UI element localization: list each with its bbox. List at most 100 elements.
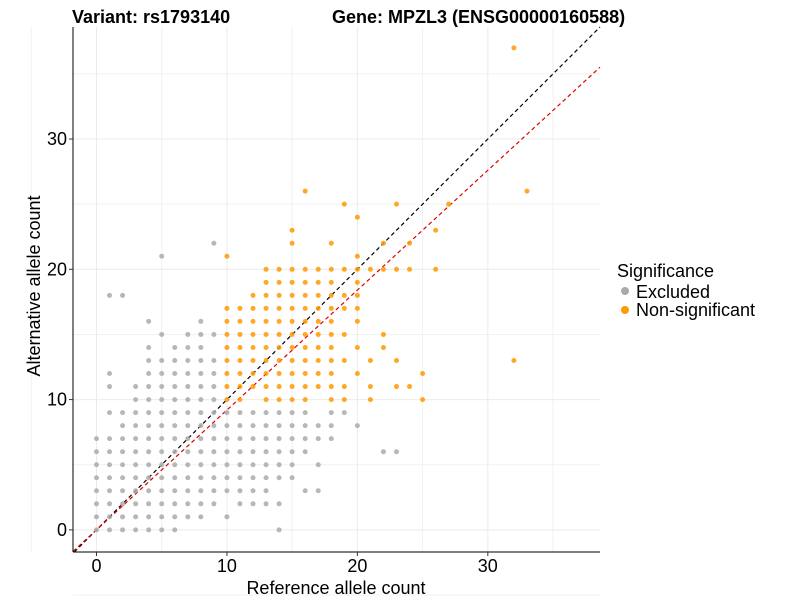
data-points (93, 45, 530, 533)
chart-title-gene: Gene: MPZL3 (ENSG00000160588) (332, 7, 625, 27)
data-point-excluded (146, 475, 152, 481)
data-point-excluded (237, 462, 243, 468)
data-point-excluded (237, 423, 243, 429)
data-point-non-significant (276, 266, 282, 272)
data-point-non-significant (276, 292, 282, 298)
data-point-non-significant (420, 397, 426, 403)
data-point-excluded (146, 514, 152, 520)
data-point-excluded (250, 410, 256, 416)
data-point-non-significant (289, 292, 295, 298)
data-point-excluded (107, 410, 113, 416)
data-point-excluded (133, 527, 139, 533)
data-point-excluded (185, 475, 191, 481)
data-point-excluded (263, 462, 269, 468)
data-point-non-significant (328, 344, 334, 350)
data-point-excluded (107, 488, 113, 494)
data-point-excluded (146, 527, 152, 533)
data-point-excluded (224, 462, 230, 468)
x-axis-label: Reference allele count (246, 578, 425, 598)
data-point-excluded (146, 371, 152, 377)
y-axis-label: Alternative allele count (24, 195, 44, 376)
data-point-excluded (276, 423, 282, 429)
data-point-non-significant (354, 292, 360, 298)
data-point-non-significant (341, 384, 347, 390)
data-point-excluded (133, 475, 139, 481)
data-point-excluded (185, 344, 191, 350)
data-point-excluded (159, 488, 165, 494)
y-tick-label: 30 (47, 129, 67, 149)
data-point-non-significant (224, 318, 230, 324)
data-point-excluded (185, 357, 191, 363)
legend-title: Significance (617, 261, 714, 281)
data-point-non-significant (354, 214, 360, 220)
data-point-excluded (250, 501, 256, 507)
data-point-non-significant (237, 384, 243, 390)
data-point-excluded (211, 357, 217, 363)
data-point-excluded (133, 488, 139, 494)
data-point-non-significant (276, 357, 282, 363)
data-point-excluded (237, 449, 243, 455)
data-point-non-significant (511, 45, 517, 51)
legend-swatch-excluded (621, 287, 629, 295)
data-point-non-significant (302, 188, 308, 194)
data-point-excluded (133, 410, 139, 416)
data-point-non-significant (224, 397, 230, 403)
data-point-excluded (107, 371, 113, 377)
data-point-non-significant (328, 266, 334, 272)
data-point-excluded (185, 501, 191, 507)
data-point-excluded (276, 410, 282, 416)
data-point-non-significant (433, 227, 439, 233)
data-point-excluded (211, 331, 217, 337)
data-point-non-significant (341, 266, 347, 272)
data-point-excluded (250, 475, 256, 481)
data-point-non-significant (341, 331, 347, 337)
data-point-excluded (302, 436, 308, 442)
data-point-excluded (172, 397, 178, 403)
data-point-non-significant (250, 384, 256, 390)
data-point-non-significant (328, 292, 334, 298)
data-point-non-significant (237, 357, 243, 363)
data-point-non-significant (328, 305, 334, 311)
data-point-excluded (159, 514, 165, 520)
data-point-excluded (159, 436, 165, 442)
data-point-excluded (237, 410, 243, 416)
data-point-non-significant (341, 292, 347, 298)
data-point-non-significant (224, 305, 230, 311)
data-point-non-significant (250, 292, 256, 298)
data-point-excluded (172, 371, 178, 377)
data-point-non-significant (289, 371, 295, 377)
data-point-excluded (107, 449, 113, 455)
data-point-excluded (237, 475, 243, 481)
data-point-excluded (107, 292, 113, 298)
data-point-non-significant (354, 266, 360, 272)
data-point-non-significant (341, 397, 347, 403)
data-point-non-significant (302, 305, 308, 311)
data-point-excluded (263, 501, 269, 507)
data-point-excluded (172, 344, 178, 350)
data-point-non-significant (263, 397, 269, 403)
data-point-excluded (276, 449, 282, 455)
data-point-non-significant (524, 188, 530, 194)
data-point-excluded (120, 488, 126, 494)
data-point-excluded (172, 475, 178, 481)
data-point-excluded (159, 371, 165, 377)
data-point-non-significant (302, 292, 308, 298)
data-point-excluded (93, 449, 99, 455)
data-point-excluded (211, 371, 217, 377)
data-point-non-significant (367, 384, 373, 390)
data-point-excluded (107, 462, 113, 468)
data-point-non-significant (289, 305, 295, 311)
data-point-non-significant (380, 344, 386, 350)
data-point-excluded (133, 397, 139, 403)
data-point-excluded (172, 436, 178, 442)
data-point-excluded (289, 449, 295, 455)
data-point-excluded (302, 488, 308, 494)
data-point-non-significant (328, 397, 334, 403)
data-point-non-significant (302, 357, 308, 363)
data-point-excluded (198, 384, 204, 390)
data-point-excluded (198, 357, 204, 363)
data-point-excluded (133, 462, 139, 468)
data-point-excluded (224, 475, 230, 481)
data-point-non-significant (328, 279, 334, 285)
